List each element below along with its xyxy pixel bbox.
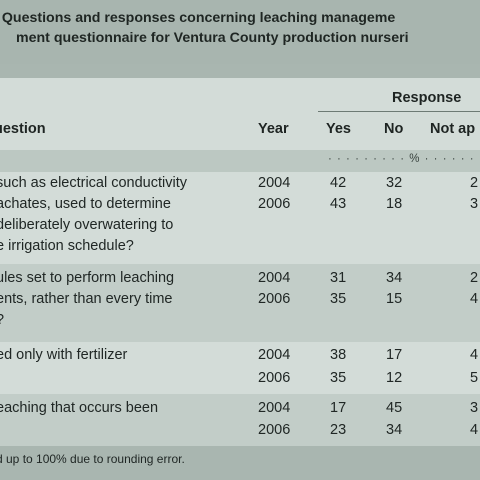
table-row: ed only with fertilizer 2004 38 17 4 200… — [0, 342, 480, 394]
title-line-2: ment questionnaire for Ventura County pr… — [16, 30, 409, 46]
year-cell: 2006 — [258, 422, 291, 438]
table-footnote: d up to 100% due to rounding error. — [0, 452, 185, 466]
year-cell: 2006 — [258, 291, 291, 307]
column-header-yes: Yes — [326, 121, 351, 137]
column-header-not-applicable: Not ap — [430, 121, 476, 137]
not-applicable-cell: 2 — [470, 270, 479, 286]
yes-cell: 38 — [330, 347, 347, 363]
question-text: deliberately overwatering to — [0, 217, 174, 233]
no-cell: 34 — [386, 270, 403, 286]
not-applicable-cell: 4 — [470, 347, 479, 363]
no-cell: 15 — [386, 291, 403, 307]
yes-cell: 43 — [330, 196, 347, 212]
not-applicable-cell: 3 — [470, 400, 479, 416]
column-header-year: Year — [258, 121, 289, 137]
no-cell: 32 — [386, 175, 403, 191]
table-row: eaching that occurs been 2004 17 45 3 20… — [0, 394, 480, 446]
yes-cell: 17 — [330, 400, 347, 416]
question-text: ules set to perform leaching — [0, 270, 175, 286]
percent-unit-label: · · · · · · · · · % · · · · · · — [328, 153, 475, 165]
not-applicable-cell: 5 — [470, 370, 479, 386]
year-cell: 2004 — [258, 347, 291, 363]
table-row: ules set to perform leaching ents, rathe… — [0, 264, 480, 342]
year-cell: 2006 — [258, 196, 291, 212]
response-group-header: Response — [392, 90, 462, 106]
year-cell: 2004 — [258, 175, 291, 191]
no-cell: 45 — [386, 400, 403, 416]
question-text: ents, rather than every time — [0, 291, 173, 307]
question-text: ed only with fertilizer — [0, 347, 128, 363]
question-text: such as electrical conductivity — [0, 175, 187, 191]
not-applicable-cell: 4 — [470, 422, 479, 438]
no-cell: 18 — [386, 196, 403, 212]
table-title: . Questions and responses concerning lea… — [0, 0, 480, 64]
yes-cell: 23 — [330, 422, 347, 438]
yes-cell: 35 — [330, 370, 347, 386]
not-applicable-cell: 3 — [470, 196, 479, 212]
column-header-no: No — [384, 121, 404, 137]
yes-cell: 35 — [330, 291, 347, 307]
year-cell: 2006 — [258, 370, 291, 386]
no-cell: 12 — [386, 370, 403, 386]
table-row: such as electrical conductivity achates,… — [0, 172, 480, 264]
not-applicable-cell: 2 — [470, 175, 479, 191]
response-header-rule — [318, 111, 480, 112]
question-text: eaching that occurs been — [0, 400, 159, 416]
question-text: ? — [0, 312, 4, 328]
year-cell: 2004 — [258, 270, 291, 286]
table-header: Response uestion Year Yes No Not ap — [0, 78, 480, 150]
year-cell: 2004 — [258, 400, 291, 416]
question-text: achates, used to determine — [0, 196, 171, 212]
yes-cell: 42 — [330, 175, 347, 191]
column-header-question: uestion — [0, 121, 46, 137]
question-text: e irrigation schedule? — [0, 238, 134, 254]
no-cell: 17 — [386, 347, 403, 363]
yes-cell: 31 — [330, 270, 347, 286]
no-cell: 34 — [386, 422, 403, 438]
unit-row: · · · · · · · · · % · · · · · · — [0, 150, 480, 172]
not-applicable-cell: 4 — [470, 291, 479, 307]
title-line-1: . Questions and responses concerning lea… — [0, 10, 396, 26]
